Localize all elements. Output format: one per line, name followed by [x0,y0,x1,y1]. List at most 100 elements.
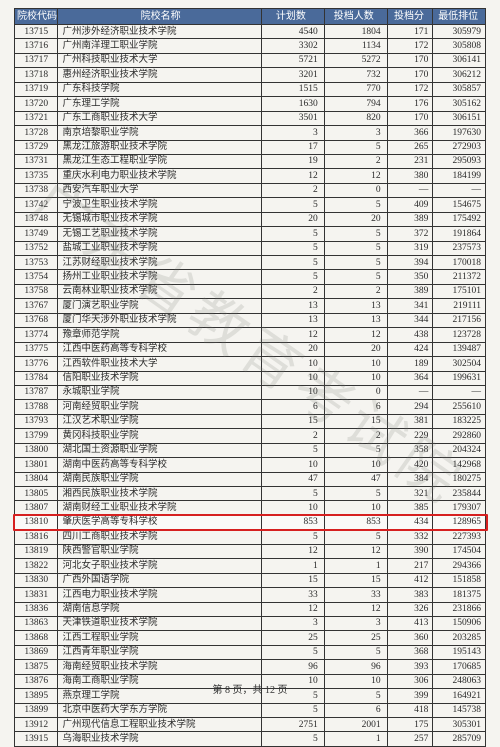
col-header-score: 投档分 [387,9,433,25]
table-row: 13768厦门华天涉外职业技术学院1313344217156 [15,313,486,327]
cell-score: — [387,385,433,399]
table-row: 13875海南经贸职业技术学院9696393170685 [15,660,486,674]
cell-code: 13869 [15,645,58,659]
cell-plan: 3201 [261,68,324,82]
cell-score: 257 [387,732,433,746]
cell-score: 170 [387,111,433,125]
cell-filed: 12 [324,169,387,183]
cell-code: 13776 [15,357,58,371]
cell-score: 358 [387,443,433,457]
cell-plan: 13 [261,313,324,327]
cell-name: 宁波卫生职业技术学院 [58,198,261,212]
cell-code: 13804 [15,472,58,486]
cell-plan: 5 [261,198,324,212]
cell-filed: 33 [324,588,387,602]
cell-code: 13807 [15,501,58,515]
cell-rank: 305979 [433,25,486,39]
table-row: 13822河北女子职业技术学院11217294366 [15,559,486,573]
cell-score: 412 [387,573,433,587]
cell-rank: 123728 [433,328,486,342]
cell-name: 湖南财经工业职业技术学院 [58,501,261,515]
cell-code: 13801 [15,458,58,472]
table-row: 13753江苏财经职业技术学院55394170018 [15,256,486,270]
cell-plan: 20 [261,212,324,226]
cell-plan: 5 [261,256,324,270]
cell-plan: 1515 [261,82,324,96]
cell-rank: 255610 [433,400,486,414]
cell-score: 372 [387,227,433,241]
cell-name: 陕西警官职业学院 [58,544,261,558]
cell-filed: 2 [324,284,387,298]
cell-rank: 145738 [433,703,486,717]
cell-code: 13836 [15,602,58,616]
cell-filed: 5 [324,227,387,241]
cell-plan: 12 [261,169,324,183]
cell-code: 13793 [15,414,58,428]
cell-name: 广州涉外经济职业技术学院 [58,25,261,39]
cell-name: 重庆水利电力职业技术学院 [58,169,261,183]
table-row: 13784信阳职业技术学院1010364199631 [15,371,486,385]
cell-filed: 5 [324,140,387,154]
cell-name: 湖南中医药高等专科学校 [58,458,261,472]
table-row: 13749无锡工艺职业技术学院55372191864 [15,227,486,241]
cell-filed: 732 [324,68,387,82]
cell-rank: 199631 [433,371,486,385]
table-row: 13793江汉艺术职业学院1515381183225 [15,414,486,428]
cell-filed: 10 [324,458,387,472]
cell-name: 江西工程职业学院 [58,631,261,645]
cell-code: 13719 [15,82,58,96]
cell-filed: 25 [324,631,387,645]
cell-plan: 4540 [261,25,324,39]
cell-rank: 302504 [433,357,486,371]
cell-code: 13753 [15,256,58,270]
cell-name: 四川工商职业技术学院 [58,530,261,544]
cell-name: 江西软件职业技术大学 [58,357,261,371]
cell-score: 368 [387,645,433,659]
cell-filed: 13 [324,299,387,313]
cell-code: 13754 [15,270,58,284]
cell-score: 420 [387,458,433,472]
col-header-rank: 最低排位 [433,9,486,25]
cell-plan: 1630 [261,97,324,111]
cell-filed: 5 [324,270,387,284]
col-header-plan: 计划数 [261,9,324,25]
table-row: 13717广州科技职业技术大学57215272170306141 [15,53,486,67]
cell-filed: 5 [324,530,387,544]
cell-name: 厦门演艺职业学院 [58,299,261,313]
cell-score: 390 [387,544,433,558]
table-row: 13868江西工程职业学院2525360203285 [15,631,486,645]
cell-score: 176 [387,97,433,111]
cell-name: 江苏财经职业技术学院 [58,256,261,270]
cell-filed: 15 [324,573,387,587]
cell-name: 广州现代信息工程职业技术学院 [58,718,261,732]
cell-plan: 25 [261,631,324,645]
cell-rank: 179307 [433,501,486,515]
cell-rank: 203285 [433,631,486,645]
cell-name: 广东理工学院 [58,97,261,111]
table-row: 13830广西外国语学院1515412151858 [15,573,486,587]
cell-score: 189 [387,357,433,371]
cell-filed: 20 [324,212,387,226]
cell-plan: 3 [261,616,324,630]
cell-plan: 12 [261,544,324,558]
cell-name: 湖北国土资源职业学院 [58,443,261,457]
cell-code: 13752 [15,241,58,255]
cell-plan: 10 [261,385,324,399]
cell-name: 广东科技学院 [58,82,261,96]
cell-name: 信阳职业技术学院 [58,371,261,385]
cell-rank: — [433,385,486,399]
cell-rank: 292860 [433,429,486,443]
table-row: 13804湖南民族职业学院4747384180275 [15,472,486,486]
cell-score: 394 [387,256,433,270]
table-row: 13731黑龙江生态工程职业学院192231295093 [15,154,486,168]
cell-filed: 820 [324,111,387,125]
cell-score: 389 [387,284,433,298]
cell-filed: 2 [324,429,387,443]
cell-rank: 191864 [433,227,486,241]
cell-code: 13717 [15,53,58,67]
cell-rank: 151858 [433,573,486,587]
cell-rank: 183225 [433,414,486,428]
cell-score: 294 [387,400,433,414]
table-row: 13776江西软件职业技术大学1010189302504 [15,357,486,371]
cell-rank: 306151 [433,111,486,125]
